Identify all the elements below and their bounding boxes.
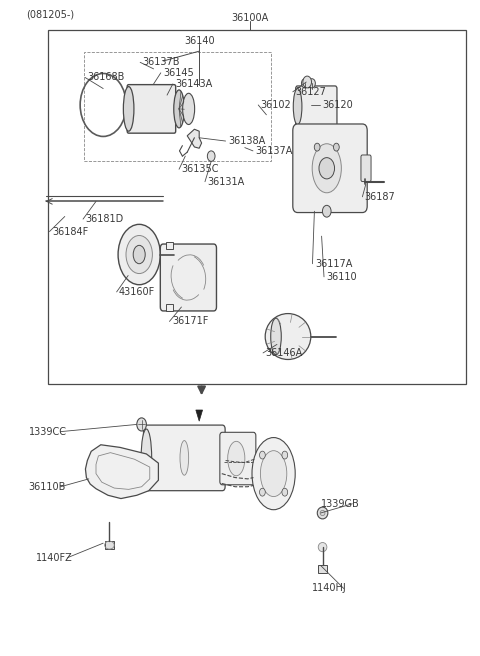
Ellipse shape bbox=[174, 90, 184, 128]
Polygon shape bbox=[85, 445, 158, 499]
Circle shape bbox=[207, 151, 215, 161]
Text: 36168B: 36168B bbox=[87, 72, 125, 83]
Ellipse shape bbox=[182, 93, 195, 125]
Text: 36100A: 36100A bbox=[231, 12, 268, 23]
Text: 36143A: 36143A bbox=[175, 79, 213, 89]
Polygon shape bbox=[196, 410, 203, 421]
Text: 36137A: 36137A bbox=[255, 146, 293, 156]
Circle shape bbox=[137, 418, 146, 431]
Circle shape bbox=[319, 157, 335, 179]
Ellipse shape bbox=[320, 510, 325, 516]
Bar bbox=[166, 304, 173, 311]
Ellipse shape bbox=[126, 236, 152, 274]
FancyBboxPatch shape bbox=[361, 155, 371, 182]
Circle shape bbox=[282, 488, 288, 496]
Text: 36187: 36187 bbox=[365, 192, 396, 202]
Bar bbox=[318, 565, 327, 573]
Text: 36184F: 36184F bbox=[52, 226, 88, 237]
Circle shape bbox=[309, 79, 315, 88]
Circle shape bbox=[323, 205, 331, 217]
Circle shape bbox=[314, 143, 320, 151]
Text: 36102: 36102 bbox=[261, 100, 291, 110]
Ellipse shape bbox=[123, 87, 134, 131]
Ellipse shape bbox=[228, 441, 245, 476]
Text: 36140: 36140 bbox=[184, 36, 215, 47]
Text: 1339CC: 1339CC bbox=[29, 426, 67, 437]
Text: (081205-): (081205-) bbox=[26, 9, 74, 20]
Bar bbox=[48, 30, 466, 384]
Text: 36120: 36120 bbox=[323, 100, 353, 110]
Ellipse shape bbox=[271, 318, 281, 355]
FancyBboxPatch shape bbox=[296, 86, 337, 127]
Circle shape bbox=[282, 451, 288, 459]
Ellipse shape bbox=[318, 543, 327, 552]
Bar bbox=[166, 242, 173, 249]
Text: 43160F: 43160F bbox=[119, 287, 156, 297]
FancyBboxPatch shape bbox=[160, 244, 216, 311]
Circle shape bbox=[334, 143, 339, 151]
Bar bbox=[105, 541, 114, 549]
Ellipse shape bbox=[293, 89, 302, 125]
Text: 36137B: 36137B bbox=[143, 57, 180, 68]
Circle shape bbox=[260, 451, 265, 459]
Text: 36135C: 36135C bbox=[181, 164, 219, 174]
Circle shape bbox=[301, 79, 308, 88]
FancyBboxPatch shape bbox=[220, 432, 256, 485]
Ellipse shape bbox=[260, 451, 287, 497]
Text: 36131A: 36131A bbox=[207, 176, 245, 187]
Ellipse shape bbox=[141, 429, 152, 487]
Ellipse shape bbox=[118, 224, 160, 285]
Text: 36146A: 36146A bbox=[265, 348, 303, 358]
Text: 36110B: 36110B bbox=[29, 482, 66, 492]
Ellipse shape bbox=[265, 314, 311, 359]
Text: 1140FZ: 1140FZ bbox=[36, 552, 73, 563]
FancyBboxPatch shape bbox=[144, 425, 225, 491]
Text: 1339GB: 1339GB bbox=[321, 499, 360, 509]
Text: 36171F: 36171F bbox=[172, 316, 208, 327]
Ellipse shape bbox=[252, 438, 295, 510]
Ellipse shape bbox=[317, 507, 328, 519]
Text: 1140HJ: 1140HJ bbox=[312, 583, 347, 594]
Text: 36127: 36127 bbox=[295, 87, 326, 97]
Text: 36117A: 36117A bbox=[315, 258, 352, 269]
Circle shape bbox=[303, 76, 312, 88]
FancyBboxPatch shape bbox=[293, 124, 367, 213]
Text: 36145: 36145 bbox=[163, 68, 194, 78]
Ellipse shape bbox=[312, 144, 341, 193]
Polygon shape bbox=[187, 129, 202, 148]
Text: 36110: 36110 bbox=[326, 272, 357, 282]
Text: 36138A: 36138A bbox=[228, 136, 265, 146]
Text: 36181D: 36181D bbox=[85, 214, 124, 224]
Circle shape bbox=[260, 488, 265, 496]
FancyBboxPatch shape bbox=[127, 85, 176, 133]
Ellipse shape bbox=[180, 441, 189, 475]
Ellipse shape bbox=[133, 245, 145, 264]
